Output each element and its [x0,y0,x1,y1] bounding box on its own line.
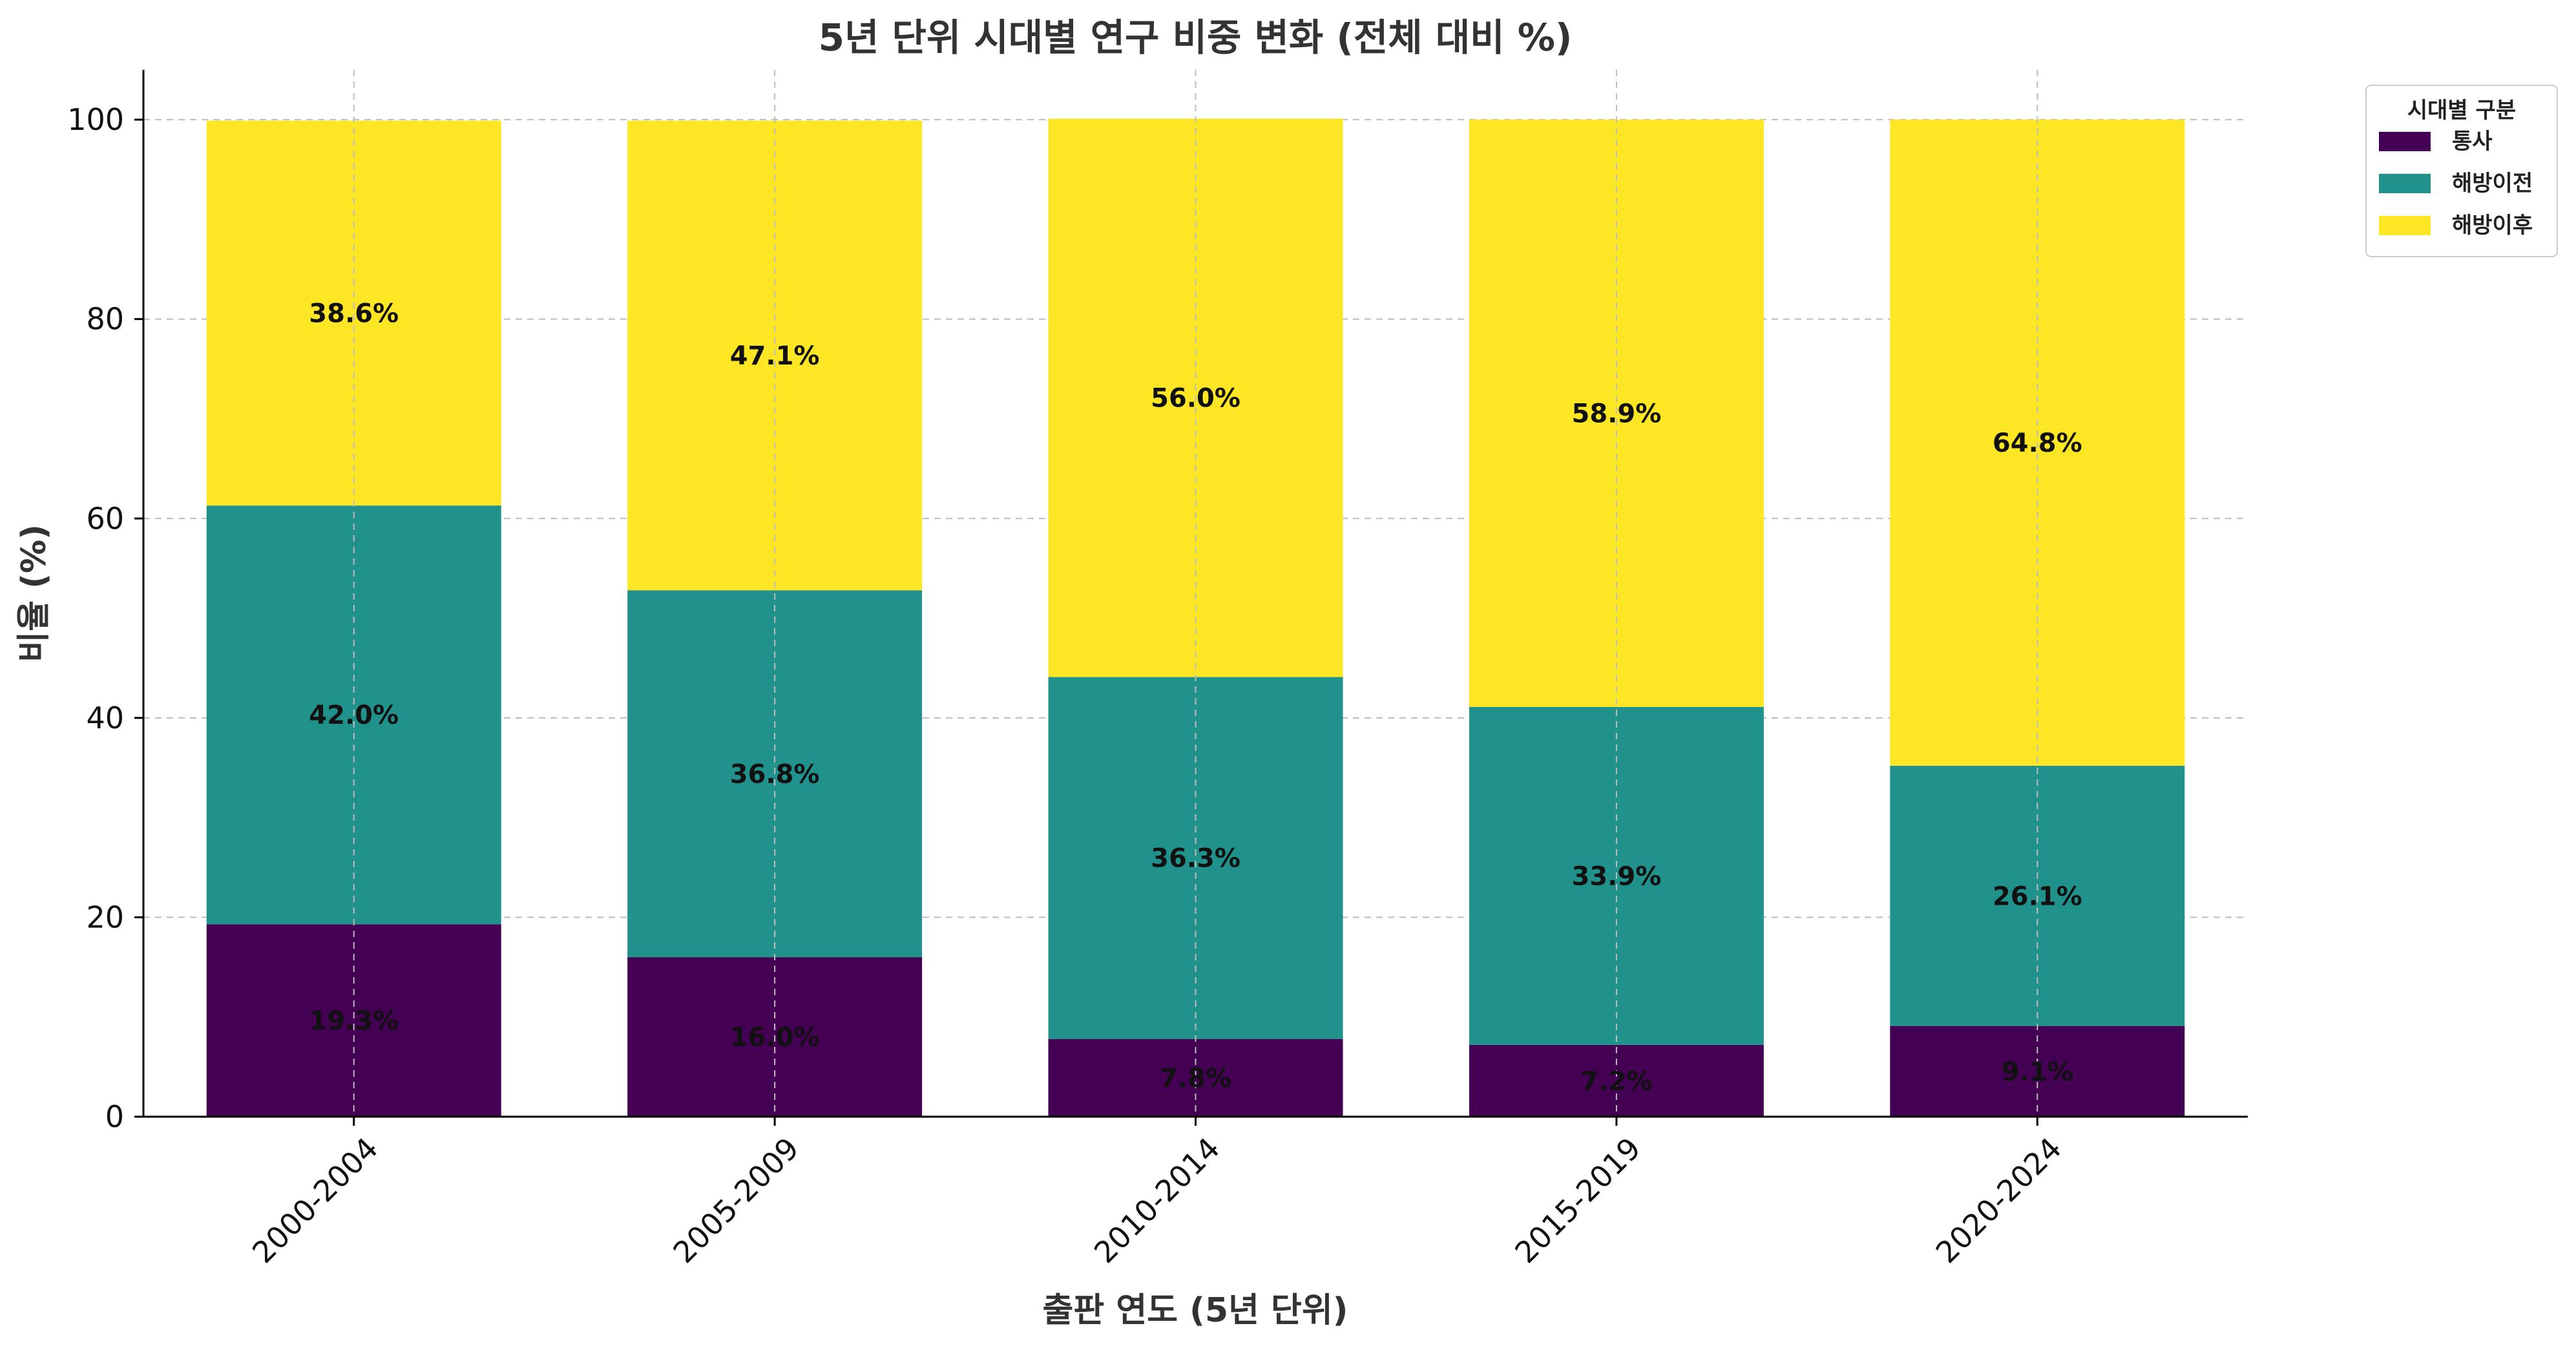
bar-value-label: 16.0% [730,1023,820,1053]
bar-value-label: 56.0% [1151,384,1241,414]
bar-value-labels: 19.3% 42.0% 38.6% 16.0% 36.8% 47.1% 7.8% 36.3% 5… [309,299,2082,1096]
legend-swatch [2379,216,2431,235]
y-tick-label: 60 [86,501,124,536]
bar-value-label: 47.1% [730,341,820,371]
bar-value-label: 42.0% [309,701,399,730]
legend-box [2365,85,2558,257]
legend-label: 해방이후 [2452,213,2533,238]
legend-swatch [2379,174,2431,193]
x-axis-title: 출판 연도 (5년 단위) [1043,1291,1348,1330]
legend-label: 통사 [2452,129,2493,154]
legend-title: 시대별 구분 [2407,98,2516,123]
bar-value-label: 64.8% [1993,428,2082,458]
bar-value-label: 26.1% [1993,881,2082,911]
legend-swatch [2379,132,2431,151]
bar-value-label: 7.8% [1160,1064,1231,1093]
bar-value-label: 38.6% [309,299,399,328]
bar-segment [1469,1044,1764,1117]
y-tick-label: 100 [67,102,124,137]
y-axis-title: 비율 (%) [15,524,54,662]
bar-value-label: 36.3% [1151,844,1241,874]
bar-value-label: 19.3% [309,1006,399,1036]
bar-value-label: 7.2% [1580,1066,1652,1096]
y-tick-label: 20 [86,900,124,934]
y-tick-label: 80 [86,302,124,337]
bar-value-label: 33.9% [1572,861,1662,891]
bar-value-label: 36.8% [730,759,820,789]
y-tick-label: 0 [105,1099,124,1134]
legend-label: 해방이전 [2452,171,2533,196]
bar-segment [206,120,501,506]
bar-value-label: 9.1% [2002,1057,2073,1087]
bar-value-label: 58.9% [1572,399,1662,429]
y-tick-label: 40 [86,701,124,735]
chart-title: 5년 단위 시대별 연구 비중 변화 (전체 대비 %) [819,16,1573,59]
x-grid-lines [353,70,2038,1117]
y-ticks: 0 20 40 60 80 100 [67,102,143,1134]
